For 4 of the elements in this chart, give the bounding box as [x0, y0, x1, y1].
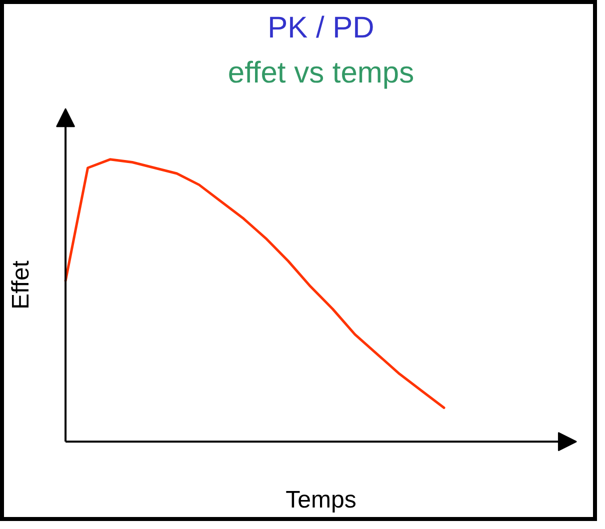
x-axis-title: Temps [286, 486, 356, 514]
chart-subtitle: effet vs temps [228, 56, 414, 90]
chart-title: PK / PD [268, 12, 374, 44]
y-axis-title: Effet [8, 260, 34, 310]
